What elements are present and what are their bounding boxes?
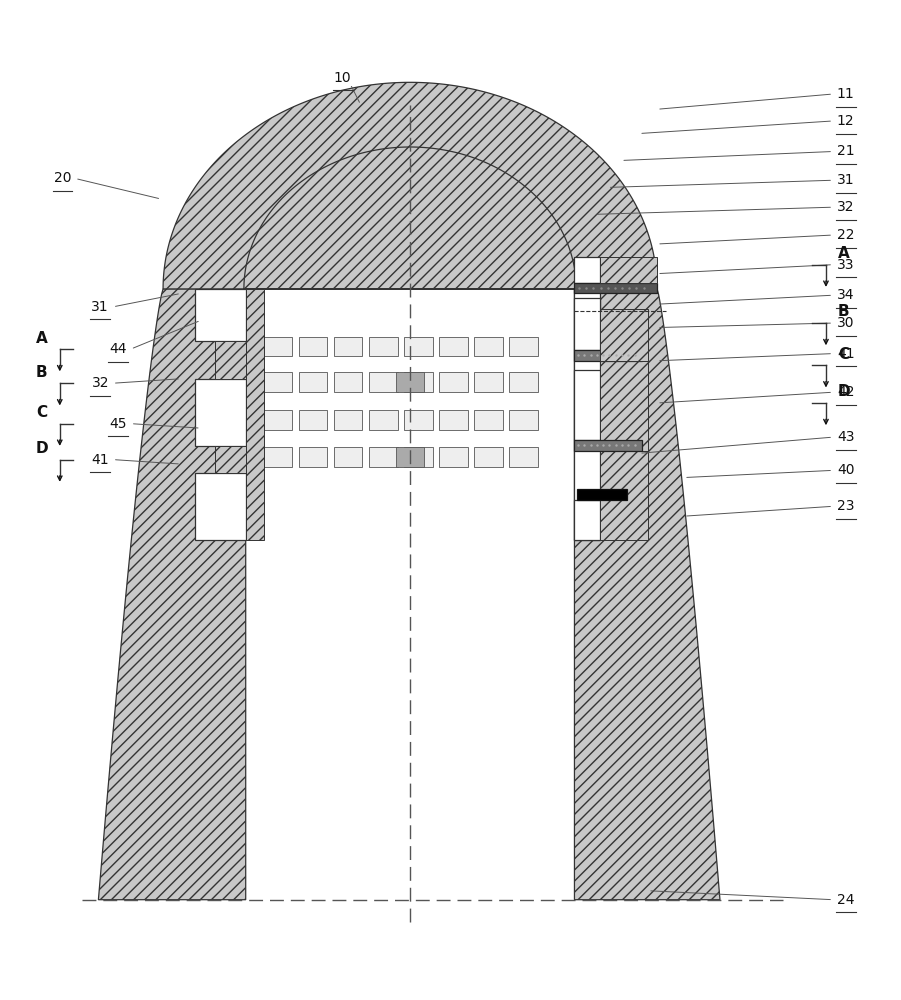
Bar	[509, 410, 538, 430]
Bar	[299, 410, 327, 430]
Bar	[439, 337, 468, 356]
Bar	[369, 337, 397, 356]
Bar	[396, 372, 424, 392]
Bar	[509, 447, 538, 467]
Bar	[299, 372, 327, 392]
Bar	[195, 379, 246, 446]
Text: B: B	[36, 365, 48, 380]
Bar	[575, 257, 599, 283]
Text: B: B	[838, 304, 850, 319]
Text: 43: 43	[837, 430, 854, 444]
Bar	[369, 447, 397, 467]
Polygon shape	[599, 257, 657, 283]
Bar	[299, 337, 327, 356]
Polygon shape	[98, 289, 246, 900]
Text: 31: 31	[91, 300, 109, 314]
Polygon shape	[215, 341, 246, 379]
Bar	[474, 410, 503, 430]
Bar	[575, 283, 657, 293]
Text: 24: 24	[837, 893, 854, 907]
Bar	[195, 473, 246, 540]
Bar	[575, 370, 599, 440]
Bar	[578, 489, 626, 500]
Text: 33: 33	[837, 258, 854, 272]
Polygon shape	[163, 82, 657, 289]
Text: D: D	[838, 384, 851, 399]
Bar	[439, 410, 468, 430]
Text: 30: 30	[837, 316, 854, 330]
Text: A: A	[36, 331, 48, 346]
Polygon shape	[599, 451, 648, 540]
Bar	[264, 410, 293, 430]
Text: 20: 20	[54, 171, 71, 185]
Bar	[404, 447, 432, 467]
Text: 32: 32	[91, 376, 109, 390]
Polygon shape	[246, 289, 264, 540]
Bar	[575, 289, 599, 540]
Bar	[575, 440, 642, 451]
Bar	[509, 337, 538, 356]
Bar	[404, 337, 432, 356]
Bar	[439, 447, 468, 467]
Text: 45: 45	[109, 417, 127, 431]
Bar	[195, 289, 246, 341]
Text: 34: 34	[837, 288, 854, 302]
Text: 40: 40	[837, 463, 854, 477]
Text: 42: 42	[837, 385, 854, 399]
Bar	[396, 447, 424, 467]
Text: A: A	[838, 246, 850, 261]
Bar	[264, 372, 293, 392]
Bar	[333, 372, 362, 392]
Bar	[474, 372, 503, 392]
Bar	[369, 372, 397, 392]
Bar	[333, 447, 362, 467]
Text: C: C	[36, 405, 48, 420]
Polygon shape	[215, 446, 246, 473]
Polygon shape	[599, 361, 648, 451]
Text: 41: 41	[91, 453, 109, 467]
Bar	[509, 372, 538, 392]
Text: 21: 21	[837, 144, 854, 158]
Text: 44: 44	[109, 342, 127, 356]
Bar	[575, 298, 599, 350]
Bar	[575, 350, 642, 361]
Bar	[333, 410, 362, 430]
Text: 32: 32	[837, 200, 854, 214]
Polygon shape	[599, 309, 648, 361]
Bar	[404, 410, 432, 430]
Text: 31: 31	[837, 173, 854, 187]
Bar	[474, 337, 503, 356]
Text: 10: 10	[334, 71, 351, 85]
Bar	[474, 447, 503, 467]
Bar	[299, 447, 327, 467]
Text: C: C	[838, 347, 850, 362]
Bar	[264, 447, 293, 467]
Bar	[369, 410, 397, 430]
Bar	[575, 500, 599, 540]
Text: 22: 22	[837, 228, 854, 242]
Bar	[333, 337, 362, 356]
Text: D: D	[35, 441, 48, 456]
Text: 11: 11	[837, 87, 854, 101]
Polygon shape	[648, 289, 657, 293]
Bar	[264, 337, 293, 356]
Text: 12: 12	[837, 114, 854, 128]
Bar	[404, 372, 432, 392]
Bar	[439, 372, 468, 392]
Text: 41: 41	[837, 347, 854, 361]
Polygon shape	[575, 289, 720, 900]
Text: 23: 23	[837, 499, 854, 513]
